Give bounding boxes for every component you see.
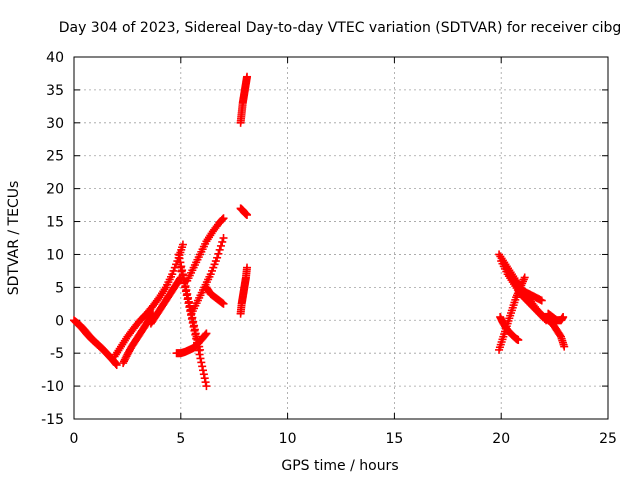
data-point — [559, 312, 568, 321]
y-tick-label: 10 — [46, 247, 64, 263]
data-point — [199, 366, 208, 375]
data-point — [214, 249, 223, 258]
data-point — [537, 296, 546, 305]
x-tick-label: 0 — [70, 431, 79, 447]
data-points — [70, 72, 569, 391]
data-point — [218, 237, 227, 246]
x-tick-label: 20 — [492, 431, 510, 447]
data-point — [177, 262, 186, 271]
x-tick-label: 10 — [279, 431, 297, 447]
data-point — [216, 241, 225, 250]
chart-title: Day 304 of 2023, Sidereal Day-to-day VTE… — [59, 20, 622, 36]
data-point — [520, 273, 529, 282]
data-point — [174, 250, 183, 259]
x-tick-label: 15 — [385, 431, 403, 447]
data-point — [178, 266, 187, 275]
data-point — [202, 329, 211, 338]
x-tick-label: 5 — [176, 431, 185, 447]
data-point — [219, 234, 228, 242]
data-point — [181, 282, 190, 291]
data-point — [178, 270, 187, 279]
data-point — [190, 321, 199, 330]
data-point — [198, 362, 207, 371]
y-tick-label: 0 — [55, 313, 64, 329]
y-tick-label: 25 — [46, 149, 64, 165]
data-point — [184, 297, 193, 306]
data-point — [176, 258, 185, 267]
y-tick-label: -10 — [41, 379, 64, 395]
data-point — [560, 342, 569, 351]
data-point — [196, 354, 205, 363]
data-point — [175, 254, 184, 263]
y-tick-label: 5 — [55, 280, 64, 296]
y-tick-label: 20 — [46, 182, 64, 198]
plot-area-frame — [73, 56, 609, 420]
y-tick-label: -5 — [50, 346, 64, 362]
axis-ticks: 0 5 10 15 20 25 -15 -10 -5 0 5 10 15 20 25 30 35 40 — [41, 50, 617, 447]
data-point — [197, 358, 206, 367]
data-point — [243, 263, 252, 272]
data-point — [182, 285, 191, 294]
y-tick-label: 40 — [46, 50, 64, 66]
y-tick-label: 30 — [46, 116, 64, 132]
data-point — [178, 240, 187, 249]
data-point — [213, 253, 222, 262]
data-point — [200, 374, 209, 383]
data-point — [215, 245, 224, 254]
data-point — [183, 289, 192, 298]
y-axis-label: SDTVAR / TECUs — [6, 181, 22, 296]
data-point — [217, 216, 226, 225]
data-point — [184, 293, 193, 302]
data-point — [219, 214, 228, 223]
y-tick-label: 15 — [46, 215, 64, 231]
data-point — [189, 317, 198, 326]
y-tick-label: -15 — [41, 412, 64, 428]
data-point — [202, 382, 211, 391]
data-point — [243, 72, 252, 81]
data-point — [201, 330, 210, 339]
data-point — [218, 215, 227, 224]
y-tick-label: 35 — [46, 83, 64, 99]
data-point — [199, 370, 208, 379]
data-point — [201, 378, 210, 387]
data-point — [109, 356, 118, 365]
x-tick-label: 25 — [599, 431, 617, 447]
data-point — [514, 336, 523, 345]
data-point — [196, 345, 205, 354]
grid-lines — [74, 57, 608, 419]
data-point — [190, 325, 199, 334]
x-axis-label: GPS time / hours — [281, 458, 398, 474]
data-point — [219, 299, 228, 308]
data-point — [243, 210, 252, 219]
